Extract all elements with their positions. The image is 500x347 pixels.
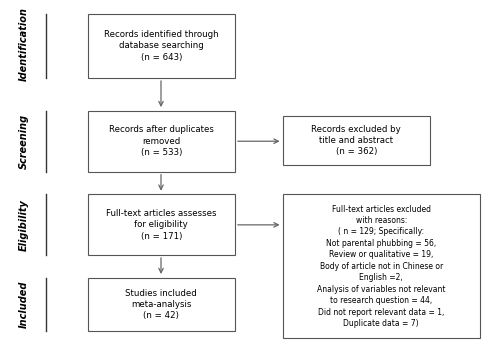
FancyBboxPatch shape [88, 278, 235, 331]
FancyBboxPatch shape [88, 194, 235, 255]
Text: Identification: Identification [19, 7, 29, 82]
Text: Eligibility: Eligibility [19, 199, 29, 251]
Text: Records after duplicates
removed
(n = 533): Records after duplicates removed (n = 53… [109, 126, 214, 157]
FancyBboxPatch shape [282, 116, 430, 165]
Text: Records identified through
database searching
(n = 643): Records identified through database sear… [104, 30, 218, 62]
FancyBboxPatch shape [282, 194, 480, 338]
Text: Records excluded by
title and abstract
(n = 362): Records excluded by title and abstract (… [312, 125, 401, 156]
Text: Full-text articles excluded
with reasons:
( n = 129; Specifically:
Not parental : Full-text articles excluded with reasons… [317, 205, 446, 328]
Text: Studies included
meta-analysis
(n = 42): Studies included meta-analysis (n = 42) [126, 289, 197, 320]
Text: Included: Included [19, 281, 29, 328]
Text: Full-text articles assesses
for eligibility
(n = 171): Full-text articles assesses for eligibil… [106, 209, 216, 240]
Text: Screening: Screening [19, 114, 29, 169]
FancyBboxPatch shape [88, 14, 235, 78]
FancyBboxPatch shape [88, 111, 235, 172]
